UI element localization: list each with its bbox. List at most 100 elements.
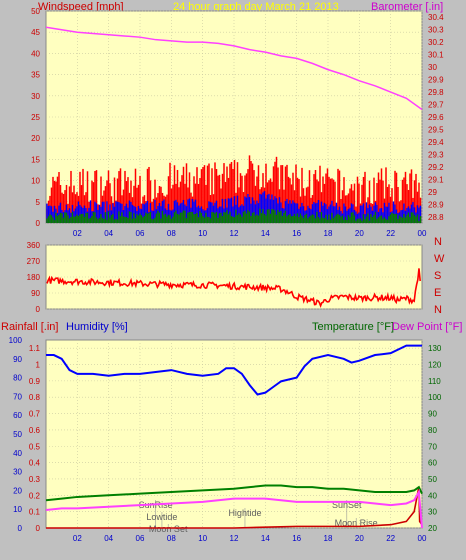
barometer-tick-label: 30.2 (428, 38, 444, 47)
windspeed-tick-label: 40 (31, 49, 40, 58)
rainfall-tick-label: 0.9 (29, 377, 41, 386)
barometer-axis-title: Barometer [.in] (371, 1, 443, 13)
barometer-tick-label: 29.7 (428, 101, 444, 110)
compass-label: E (434, 287, 441, 299)
panel1-grid (46, 10, 423, 224)
rainfall-tick-label: 0.4 (29, 459, 41, 468)
barometer-tick-label: 29.3 (428, 150, 444, 159)
time-tick-label: 20 (355, 534, 364, 543)
compass-label: S (434, 270, 441, 282)
compass-label: N (434, 236, 442, 248)
time-tick-label: 08 (167, 534, 176, 543)
wind-direction-line (46, 268, 421, 309)
humidity-tick-label: 90 (13, 355, 22, 364)
compass-label: N (434, 304, 442, 316)
temperature-tick-label: 50 (428, 475, 437, 484)
rainfall-tick-label: 0.2 (29, 491, 41, 500)
compass-label: W (434, 253, 445, 265)
humidity-tick-label: 100 (9, 336, 23, 345)
direction-tick-label: 90 (31, 289, 40, 298)
humidity-tick-label: 10 (13, 505, 22, 514)
humidity-tick-label: 0 (18, 524, 23, 533)
humidity-tick-label: 50 (13, 430, 22, 439)
annotation-label: SunSet (332, 500, 362, 510)
barometer-tick-label: 29.5 (428, 125, 444, 134)
time-tick-label: 18 (324, 534, 333, 543)
barometer-tick-label: 29.8 (428, 88, 444, 97)
dewpoint-line (45, 488, 423, 529)
windspeed-tick-label: 0 (36, 219, 41, 228)
time-tick-label: 06 (136, 534, 145, 543)
temperature-tick-label: 40 (428, 491, 437, 500)
barometer-tick-label: 30.4 (428, 13, 444, 22)
direction-tick-label: 0 (36, 305, 41, 314)
temperature-tick-label: 110 (428, 377, 441, 386)
temperature-tick-label: 30 (428, 508, 437, 517)
chart-title: 24 hour graph day March 21 2013 (173, 1, 339, 13)
windspeed-tick-label: 10 (31, 177, 40, 186)
barometer-tick-label: 29.2 (428, 163, 444, 172)
rainfall-ticks: 0 0.1 0.2 0.3 0.4 0.5 0.6 0.7 0.8 0.9 1 1.1 (29, 344, 41, 533)
temperature-tick-label: 120 (428, 361, 442, 370)
temperature-tick-label: 80 (428, 426, 437, 435)
humidity-ticks: 0 10 20 30 40 50 60 70 80 90 100 (9, 336, 23, 533)
time-tick-label: 12 (230, 534, 239, 543)
time-tick-label: 02 (73, 229, 82, 238)
time-tick-label: 02 (73, 534, 82, 543)
temperature-line (45, 484, 423, 502)
barometer-tick-label: 30 (428, 63, 437, 72)
humidity-line (46, 344, 422, 396)
barometer-tick-label: 29.1 (428, 175, 444, 184)
rainfall-tick-label: 0 (36, 524, 41, 533)
windspeed-tick-label: 15 (31, 155, 40, 164)
humidity-tick-label: 60 (13, 411, 22, 420)
temperature-tick-label: 60 (428, 459, 437, 468)
temperature-tick-label: 70 (428, 442, 437, 451)
time-tick-label: 16 (292, 229, 301, 238)
annotation-label: Moon Rise (335, 518, 378, 528)
windspeed-tick-label: 35 (31, 71, 40, 80)
barometer-tick-label: 30.1 (428, 51, 444, 60)
barometer-tick-label: 28.8 (428, 213, 444, 222)
time-tick-label: 04 (104, 229, 113, 238)
time-tick-label: 00 (418, 534, 427, 543)
barometer-tick-label: 29 (428, 188, 437, 197)
windspeed-tick-label: 20 (31, 134, 40, 143)
windspeed-ticks: 0 5 10 15 20 25 30 35 40 45 50 (31, 7, 40, 228)
time-tick-label: 12 (230, 229, 239, 238)
time-tick-label: 22 (386, 534, 395, 543)
temperature-tick-label: 20 (428, 524, 437, 533)
humidity-axis-title: Humidity [%] (66, 321, 128, 333)
barometer-tick-label: 30.3 (428, 26, 444, 35)
direction-tick-label: 270 (27, 257, 41, 266)
rainfall-tick-label: 1 (36, 361, 41, 370)
annotation-label: Lowtide (146, 512, 177, 522)
barometer-line (45, 26, 423, 111)
direction-tick-label: 360 (27, 241, 41, 250)
annotation-label: Hightide (228, 508, 261, 518)
time-tick-label: 14 (261, 534, 270, 543)
rainfall-tick-label: 1.1 (29, 344, 41, 353)
temperature-tick-label: 130 (428, 344, 442, 353)
panel1-series (45, 26, 423, 223)
time-tick-label: 14 (261, 229, 270, 238)
rain-humidity-temperature-panel: 0 0.1 0.2 0.3 0.4 0.5 0.6 0.7 0.8 0.9 1 1.1 0 10 20 30… (9, 336, 442, 543)
time-tick-label: 00 (418, 229, 427, 238)
temperature-tick-label: 100 (428, 393, 442, 402)
humidity-tick-label: 70 (13, 392, 22, 401)
windspeed-axis-title: Windspeed [mph] (38, 1, 124, 13)
windspeed-tick-label: 5 (36, 198, 41, 207)
humidity-tick-label: 80 (13, 374, 22, 383)
time-tick-label: 10 (198, 229, 207, 238)
windspeed-tick-label: 25 (31, 113, 40, 122)
temperature-tick-label: 90 (428, 410, 437, 419)
direction-tick-label: 180 (27, 273, 41, 282)
rainfall-tick-label: 0.1 (29, 508, 41, 517)
time-tick-label: 20 (355, 229, 364, 238)
direction-ticks: 0 90 180 270 360 (27, 241, 41, 314)
